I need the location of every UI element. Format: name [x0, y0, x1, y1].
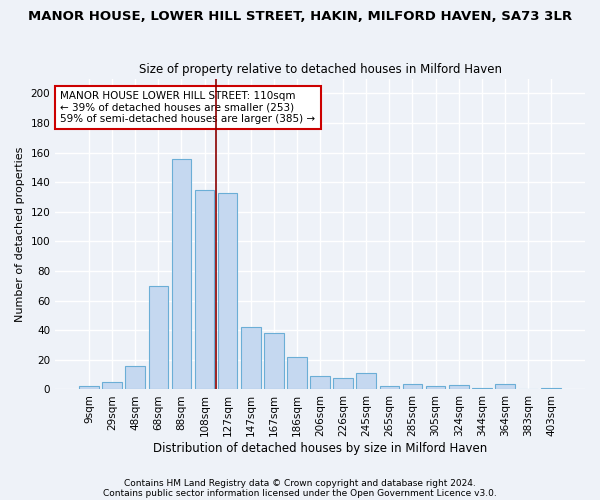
- Bar: [449, 385, 469, 390]
- Bar: [495, 384, 515, 390]
- Bar: [287, 357, 307, 390]
- Bar: [79, 386, 99, 390]
- Bar: [125, 366, 145, 390]
- Bar: [356, 373, 376, 390]
- Bar: [334, 378, 353, 390]
- Bar: [103, 382, 122, 390]
- Bar: [541, 388, 561, 390]
- Bar: [310, 376, 330, 390]
- Text: MANOR HOUSE LOWER HILL STREET: 110sqm
← 39% of detached houses are smaller (253): MANOR HOUSE LOWER HILL STREET: 110sqm ← …: [61, 91, 316, 124]
- Bar: [380, 386, 399, 390]
- Bar: [172, 158, 191, 390]
- Bar: [403, 384, 422, 390]
- Bar: [241, 328, 260, 390]
- X-axis label: Distribution of detached houses by size in Milford Haven: Distribution of detached houses by size …: [153, 442, 487, 455]
- Bar: [195, 190, 214, 390]
- Bar: [149, 286, 168, 390]
- Text: Contains HM Land Registry data © Crown copyright and database right 2024.: Contains HM Land Registry data © Crown c…: [124, 478, 476, 488]
- Title: Size of property relative to detached houses in Milford Haven: Size of property relative to detached ho…: [139, 63, 502, 76]
- Bar: [472, 388, 491, 390]
- Bar: [264, 333, 284, 390]
- Text: Contains public sector information licensed under the Open Government Licence v3: Contains public sector information licen…: [103, 488, 497, 498]
- Bar: [426, 386, 445, 390]
- Bar: [218, 192, 238, 390]
- Text: MANOR HOUSE, LOWER HILL STREET, HAKIN, MILFORD HAVEN, SA73 3LR: MANOR HOUSE, LOWER HILL STREET, HAKIN, M…: [28, 10, 572, 23]
- Y-axis label: Number of detached properties: Number of detached properties: [15, 146, 25, 322]
